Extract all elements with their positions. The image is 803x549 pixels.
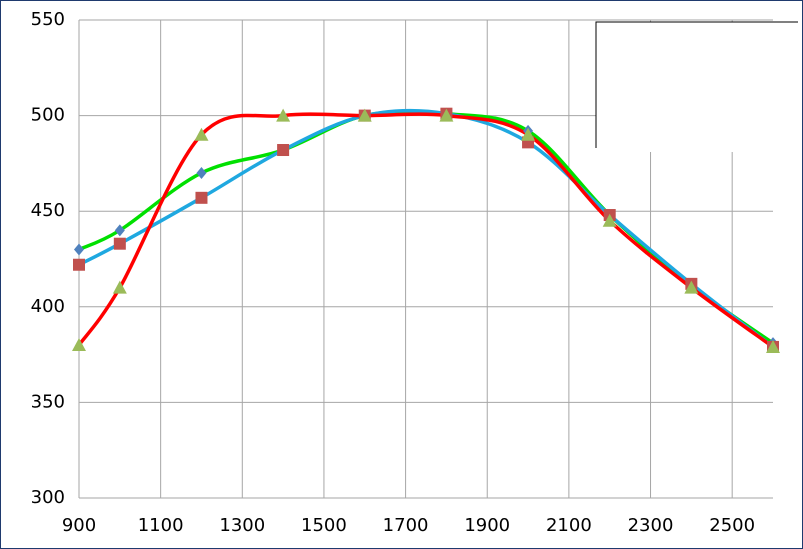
x-tick-label: 900 bbox=[62, 515, 96, 536]
marker bbox=[766, 339, 780, 353]
legend-border bbox=[595, 21, 798, 148]
series-line bbox=[77, 112, 775, 349]
marker bbox=[357, 108, 372, 122]
x-tick-label: 1100 bbox=[138, 515, 184, 536]
y-tick-label: 450 bbox=[31, 200, 65, 221]
y-tick-label: 500 bbox=[31, 105, 65, 126]
marker bbox=[74, 243, 84, 256]
marker bbox=[114, 224, 125, 237]
lines bbox=[77, 108, 775, 349]
marker bbox=[195, 191, 208, 204]
marker bbox=[277, 144, 290, 157]
marker bbox=[439, 108, 454, 122]
legend-box bbox=[596, 22, 802, 152]
marker bbox=[276, 108, 291, 122]
x-tick-label: 2500 bbox=[709, 515, 755, 536]
marker bbox=[112, 280, 127, 294]
x-tick-label: 1700 bbox=[383, 515, 429, 536]
x-tick-label: 1300 bbox=[219, 515, 265, 536]
y-tick-label: 350 bbox=[31, 391, 65, 412]
x-tick-label: 2100 bbox=[546, 515, 592, 536]
marker bbox=[72, 338, 86, 352]
y-tick-label: 550 bbox=[31, 9, 65, 30]
y-tick-label: 300 bbox=[31, 487, 65, 508]
marker bbox=[602, 213, 617, 227]
x-tick-label: 1500 bbox=[301, 515, 347, 536]
series-line bbox=[78, 108, 775, 349]
marker bbox=[113, 237, 126, 250]
marker bbox=[194, 127, 209, 141]
marker bbox=[521, 127, 536, 141]
marker bbox=[684, 280, 699, 294]
x-tick-label: 2300 bbox=[628, 515, 674, 536]
marker bbox=[196, 166, 207, 179]
marker bbox=[73, 258, 85, 271]
x-tick-label: 1900 bbox=[464, 515, 510, 536]
y-tick-label: 400 bbox=[31, 296, 65, 317]
